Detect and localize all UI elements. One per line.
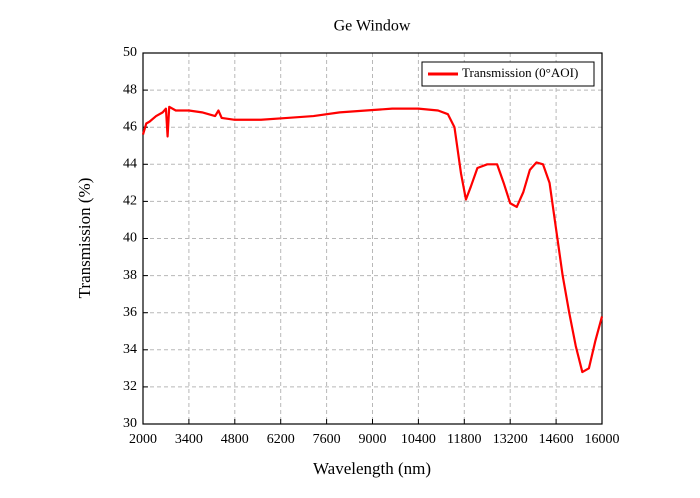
- plot-frame: [142, 52, 603, 425]
- x-tick-label: 6200: [267, 432, 295, 447]
- y-tick-label: 44: [123, 157, 137, 172]
- x-tick-label: 9000: [359, 432, 387, 447]
- x-tick-label: 10400: [401, 432, 436, 447]
- y-tick-label: 42: [123, 194, 137, 209]
- x-axis-label: Wavelength (nm): [313, 459, 431, 478]
- y-tick-label: 40: [123, 231, 137, 246]
- data-line: [141, 105, 604, 374]
- y-axis-label: Transmission (%): [75, 178, 94, 299]
- y-tick-label: 32: [123, 379, 137, 394]
- y-tick-label: 36: [123, 305, 137, 320]
- legend-label: Transmission (0°AOI): [462, 65, 578, 80]
- x-tick-label: 2000: [129, 432, 157, 447]
- x-tick-label: 16000: [585, 432, 620, 447]
- y-tick-label: 50: [123, 45, 137, 60]
- y-tick-label: 34: [123, 342, 137, 357]
- x-tick-label: 7600: [313, 432, 341, 447]
- x-tick-label: 11800: [447, 432, 481, 447]
- x-tick-label: 4800: [221, 432, 249, 447]
- y-tick-label: 38: [123, 268, 137, 283]
- y-tick-label: 46: [123, 119, 137, 134]
- x-tick-label: 14600: [539, 432, 574, 447]
- x-tick-label: 3400: [175, 432, 203, 447]
- y-tick-label: 48: [123, 82, 137, 97]
- chart-title: Ge Window: [334, 18, 411, 35]
- x-tick-label: 13200: [493, 432, 528, 447]
- y-tick-label: 30: [123, 416, 137, 431]
